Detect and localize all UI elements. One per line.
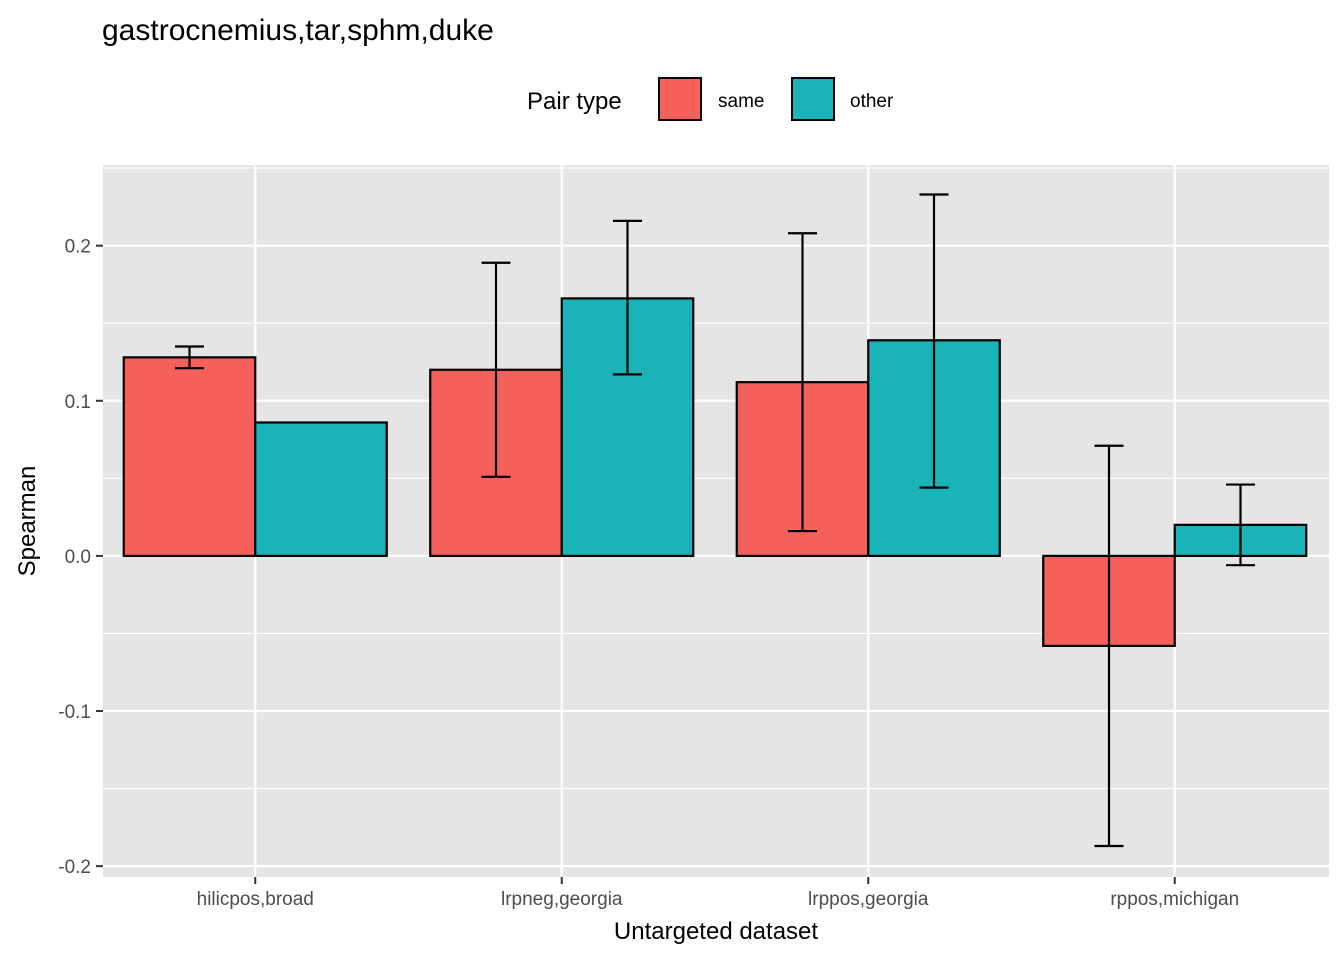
- legend-label-same: same: [718, 91, 764, 112]
- x-tick-label: lrppos,georgia: [808, 889, 929, 910]
- x-tick-label: lrpneg,georgia: [501, 889, 623, 910]
- x-axis: hilicpos,broad lrpneg,georgia lrppos,georg…: [197, 877, 1239, 910]
- legend-label-other: other: [850, 91, 894, 112]
- bar-other-0: [254, 421, 388, 558]
- y-tick-label: 0.2: [65, 237, 91, 258]
- y-tick-label: -0.1: [58, 702, 91, 723]
- error-bars: [175, 193, 1255, 848]
- y-tick-label: -0.2: [58, 857, 91, 878]
- y-axis: -0.2 -0.1 0.0 0.1 0.2: [58, 237, 103, 878]
- y-tick-label: 0.0: [65, 547, 91, 568]
- legend-key-same: [658, 77, 702, 121]
- bar-same-0: [122, 356, 257, 558]
- chart-title: gastrocnemius,tar,sphm,duke: [102, 14, 494, 47]
- legend-title: Pair type: [527, 88, 622, 115]
- x-tick-label: hilicpos,broad: [197, 889, 314, 910]
- legend-key-other: [791, 77, 835, 121]
- x-axis-title: Untargeted dataset: [614, 918, 818, 945]
- y-tick-label: 0.1: [65, 392, 91, 413]
- legend: Pair type same other: [527, 77, 894, 121]
- x-tick-label: rppos,michigan: [1110, 889, 1239, 910]
- y-axis-title: Spearman: [14, 466, 41, 577]
